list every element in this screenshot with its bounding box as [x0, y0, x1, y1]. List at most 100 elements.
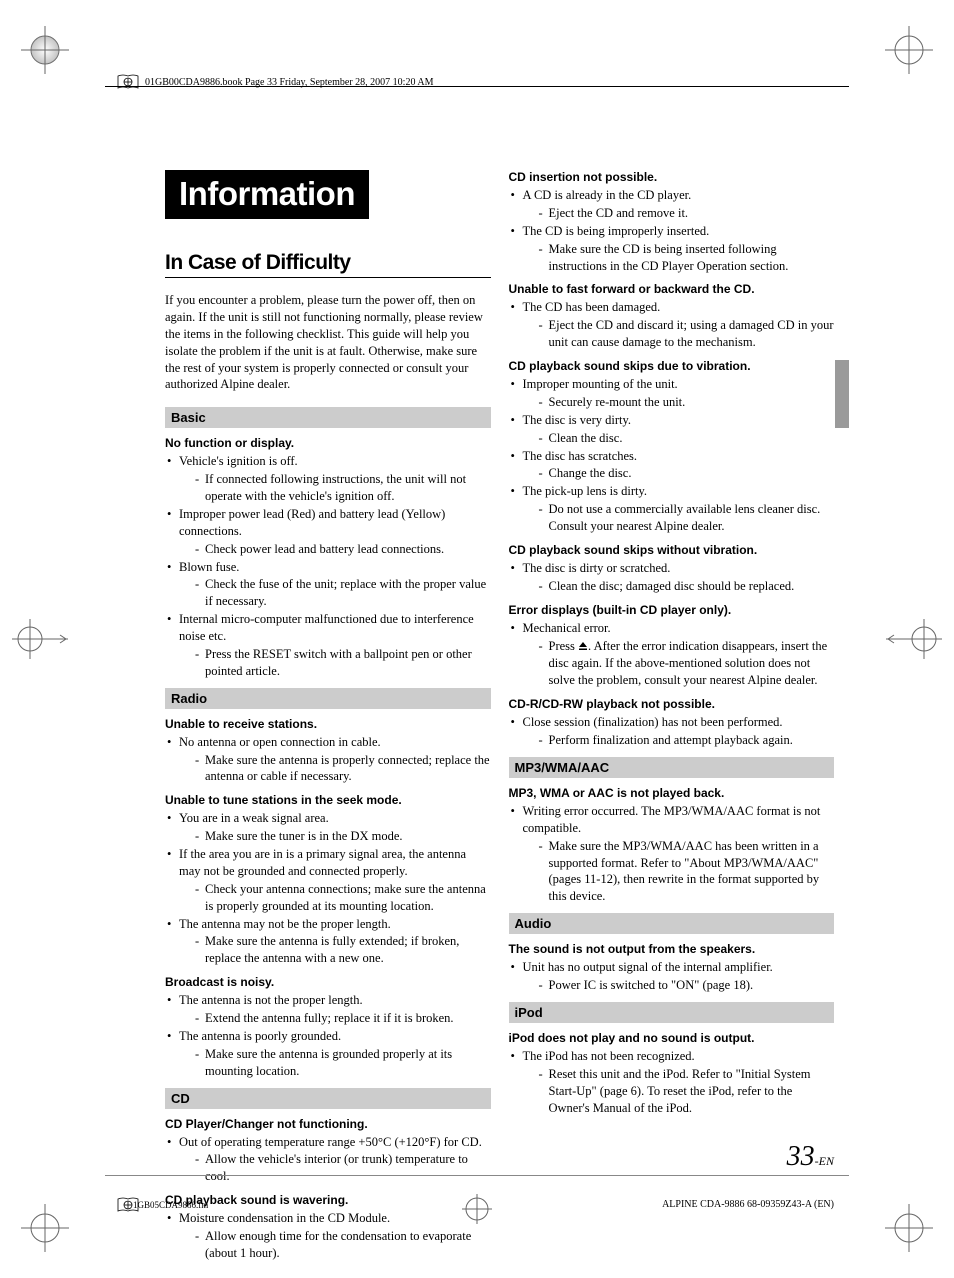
solution-text: Eject the CD and discard it; using a dam…: [523, 317, 835, 351]
cause-item: The pick-up lens is dirty.Do not use a c…: [509, 483, 835, 535]
page-title: Information: [165, 170, 369, 219]
cause-item: The CD has been damaged.Eject the CD and…: [509, 299, 835, 351]
page-footer: 33-EN ALPINE CDA-9886 68-09359Z43-A (EN): [662, 1141, 834, 1210]
cause-item: Improper mounting of the unit.Securely r…: [509, 376, 835, 411]
problem-title: Unable to tune stations in the seek mode…: [165, 793, 491, 807]
cause-list: You are in a weak signal area.Make sure …: [165, 810, 491, 967]
page-number-suffix: -EN: [815, 1154, 834, 1168]
section-heading: Basic: [165, 407, 491, 428]
section-heading: CD: [165, 1088, 491, 1109]
content-columns: Information In Case of Difficulty If you…: [165, 170, 834, 1158]
problem-title: Broadcast is noisy.: [165, 975, 491, 989]
problem-title: Error displays (built-in CD player only)…: [509, 603, 835, 617]
cause-item: The antenna may not be the proper length…: [165, 916, 491, 968]
solution-text: Press . After the error indication disap…: [523, 638, 835, 690]
problem-title: iPod does not play and no sound is outpu…: [509, 1031, 835, 1045]
cause-item: Unit has no output signal of the interna…: [509, 959, 835, 994]
solution-text: Check power lead and battery lead connec…: [179, 541, 491, 558]
eject-icon: [578, 639, 588, 656]
solution-text: Do not use a commercially available lens…: [523, 501, 835, 535]
problem-title: CD-R/CD-RW playback not possible.: [509, 697, 835, 711]
problem-title: CD playback sound is wavering.: [165, 1193, 491, 1207]
cause-list: Unit has no output signal of the interna…: [509, 959, 835, 994]
section-heading: Radio: [165, 688, 491, 709]
solution-text: Securely re-mount the unit.: [523, 394, 835, 411]
problem-title: CD playback sound skips without vibratio…: [509, 543, 835, 557]
solution-text: If connected following instructions, the…: [179, 471, 491, 505]
solution-text: Make sure the CD is being inserted follo…: [523, 241, 835, 275]
footer-filename: 1GB05CDA9886.fm: [133, 1200, 208, 1210]
solution-text: Press the RESET switch with a ballpoint …: [179, 646, 491, 680]
cause-item: The antenna is poorly grounded.Make sure…: [165, 1028, 491, 1080]
cause-item: Out of operating temperature range +50°C…: [165, 1134, 491, 1186]
cause-item: The disc has scratches.Change the disc.: [509, 448, 835, 483]
cause-list: The iPod has not been recognized.Reset t…: [509, 1048, 835, 1117]
troubleshoot-problem: Unable to receive stations. No antenna or…: [165, 717, 491, 786]
solution-text: Make sure the antenna is grounded proper…: [179, 1046, 491, 1080]
solution-text: Reset this unit and the iPod. Refer to "…: [523, 1066, 835, 1117]
section-heading: iPod: [509, 1002, 835, 1023]
troubleshoot-problem: CD-R/CD-RW playback not possible. Close s…: [509, 697, 835, 749]
solution-text: Check the fuse of the unit; replace with…: [179, 576, 491, 610]
cause-item: No antenna or open connection in cable.M…: [165, 734, 491, 786]
troubleshoot-problem: Error displays (built-in CD player only)…: [509, 603, 835, 690]
problem-title: CD Player/Changer not functioning.: [165, 1117, 491, 1131]
cause-list: No antenna or open connection in cable.M…: [165, 734, 491, 786]
page-frame: 01GB00CDA9886.book Page 33 Friday, Septe…: [25, 30, 929, 1248]
troubleshoot-problem: Unable to tune stations in the seek mode…: [165, 793, 491, 967]
solution-text: Allow enough time for the condensation t…: [179, 1228, 491, 1262]
cause-item: Improper power lead (Red) and battery le…: [165, 506, 491, 558]
solution-text: Power IC is switched to "ON" (page 18).: [523, 977, 835, 994]
registration-mark-tr: [885, 26, 933, 74]
solution-text: Check your antenna connections; make sur…: [179, 881, 491, 915]
cause-item: The disc is dirty or scratched.Clean the…: [509, 560, 835, 595]
troubleshoot-problem: CD playback sound skips without vibratio…: [509, 543, 835, 595]
problem-title: The sound is not output from the speaker…: [509, 942, 835, 956]
cause-list: Vehicle's ignition is off.If connected f…: [165, 453, 491, 679]
solution-text: Perform finalization and attempt playbac…: [523, 732, 835, 749]
problem-title: Unable to receive stations.: [165, 717, 491, 731]
cause-item: The antenna is not the proper length.Ext…: [165, 992, 491, 1027]
problem-title: MP3, WMA or AAC is not played back.: [509, 786, 835, 800]
cause-list: The disc is dirty or scratched.Clean the…: [509, 560, 835, 595]
cause-item: The CD is being improperly inserted.Make…: [509, 223, 835, 275]
cause-item: Close session (finalization) has not bee…: [509, 714, 835, 749]
troubleshoot-problem: MP3, WMA or AAC is not played back. Writi…: [509, 786, 835, 905]
cause-item: The disc is very dirty.Clean the disc.: [509, 412, 835, 447]
cause-item: The iPod has not been recognized.Reset t…: [509, 1048, 835, 1117]
solution-text: Eject the CD and remove it.: [523, 205, 835, 222]
page-number: 33: [787, 1141, 815, 1172]
troubleshoot-problem: iPod does not play and no sound is outpu…: [509, 1031, 835, 1117]
section-heading: Audio: [509, 913, 835, 934]
registration-mark-right: [886, 619, 942, 659]
troubleshoot-problem: No function or display. Vehicle's ignitio…: [165, 436, 491, 679]
cause-list: Writing error occurred. The MP3/WMA/AAC …: [509, 803, 835, 905]
cause-item: Writing error occurred. The MP3/WMA/AAC …: [509, 803, 835, 905]
solution-text: Make sure the tuner is in the DX mode.: [179, 828, 491, 845]
cause-item: Mechanical error.Press . After the error…: [509, 620, 835, 690]
solution-text: Extend the antenna fully; replace it if …: [179, 1010, 491, 1027]
troubleshoot-problem: CD insertion not possible.A CD is alread…: [509, 170, 835, 274]
registration-mark-br: [885, 1204, 933, 1252]
page-subtitle: In Case of Difficulty: [165, 251, 491, 278]
cause-list: The CD has been damaged.Eject the CD and…: [509, 299, 835, 351]
footer-model-line: ALPINE CDA-9886 68-09359Z43-A (EN): [662, 1199, 834, 1210]
cause-item: If the area you are in is a primary sign…: [165, 846, 491, 915]
problem-title: Unable to fast forward or backward the C…: [509, 282, 835, 296]
registration-mark-left: [12, 619, 68, 659]
cause-list: Improper mounting of the unit.Securely r…: [509, 376, 835, 535]
cause-list: Mechanical error.Press . After the error…: [509, 620, 835, 690]
section-heading: MP3/WMA/AAC: [509, 757, 835, 778]
solution-text: Clean the disc.: [523, 430, 835, 447]
troubleshoot-problem: CD playback sound skips due to vibration…: [509, 359, 835, 535]
left-column: Information In Case of Difficulty If you…: [165, 170, 491, 1158]
cause-item: Blown fuse.Check the fuse of the unit; r…: [165, 559, 491, 611]
cause-item: Vehicle's ignition is off.If connected f…: [165, 453, 491, 505]
problem-title: No function or display.: [165, 436, 491, 450]
problem-title: CD playback sound skips due to vibration…: [509, 359, 835, 373]
solution-text: Change the disc.: [523, 465, 835, 482]
registration-mark-tl: [21, 26, 69, 74]
solution-text: Make sure the antenna is properly connec…: [179, 752, 491, 786]
cause-list: The antenna is not the proper length.Ext…: [165, 992, 491, 1079]
right-column: CD insertion not possible.A CD is alread…: [509, 170, 835, 1158]
